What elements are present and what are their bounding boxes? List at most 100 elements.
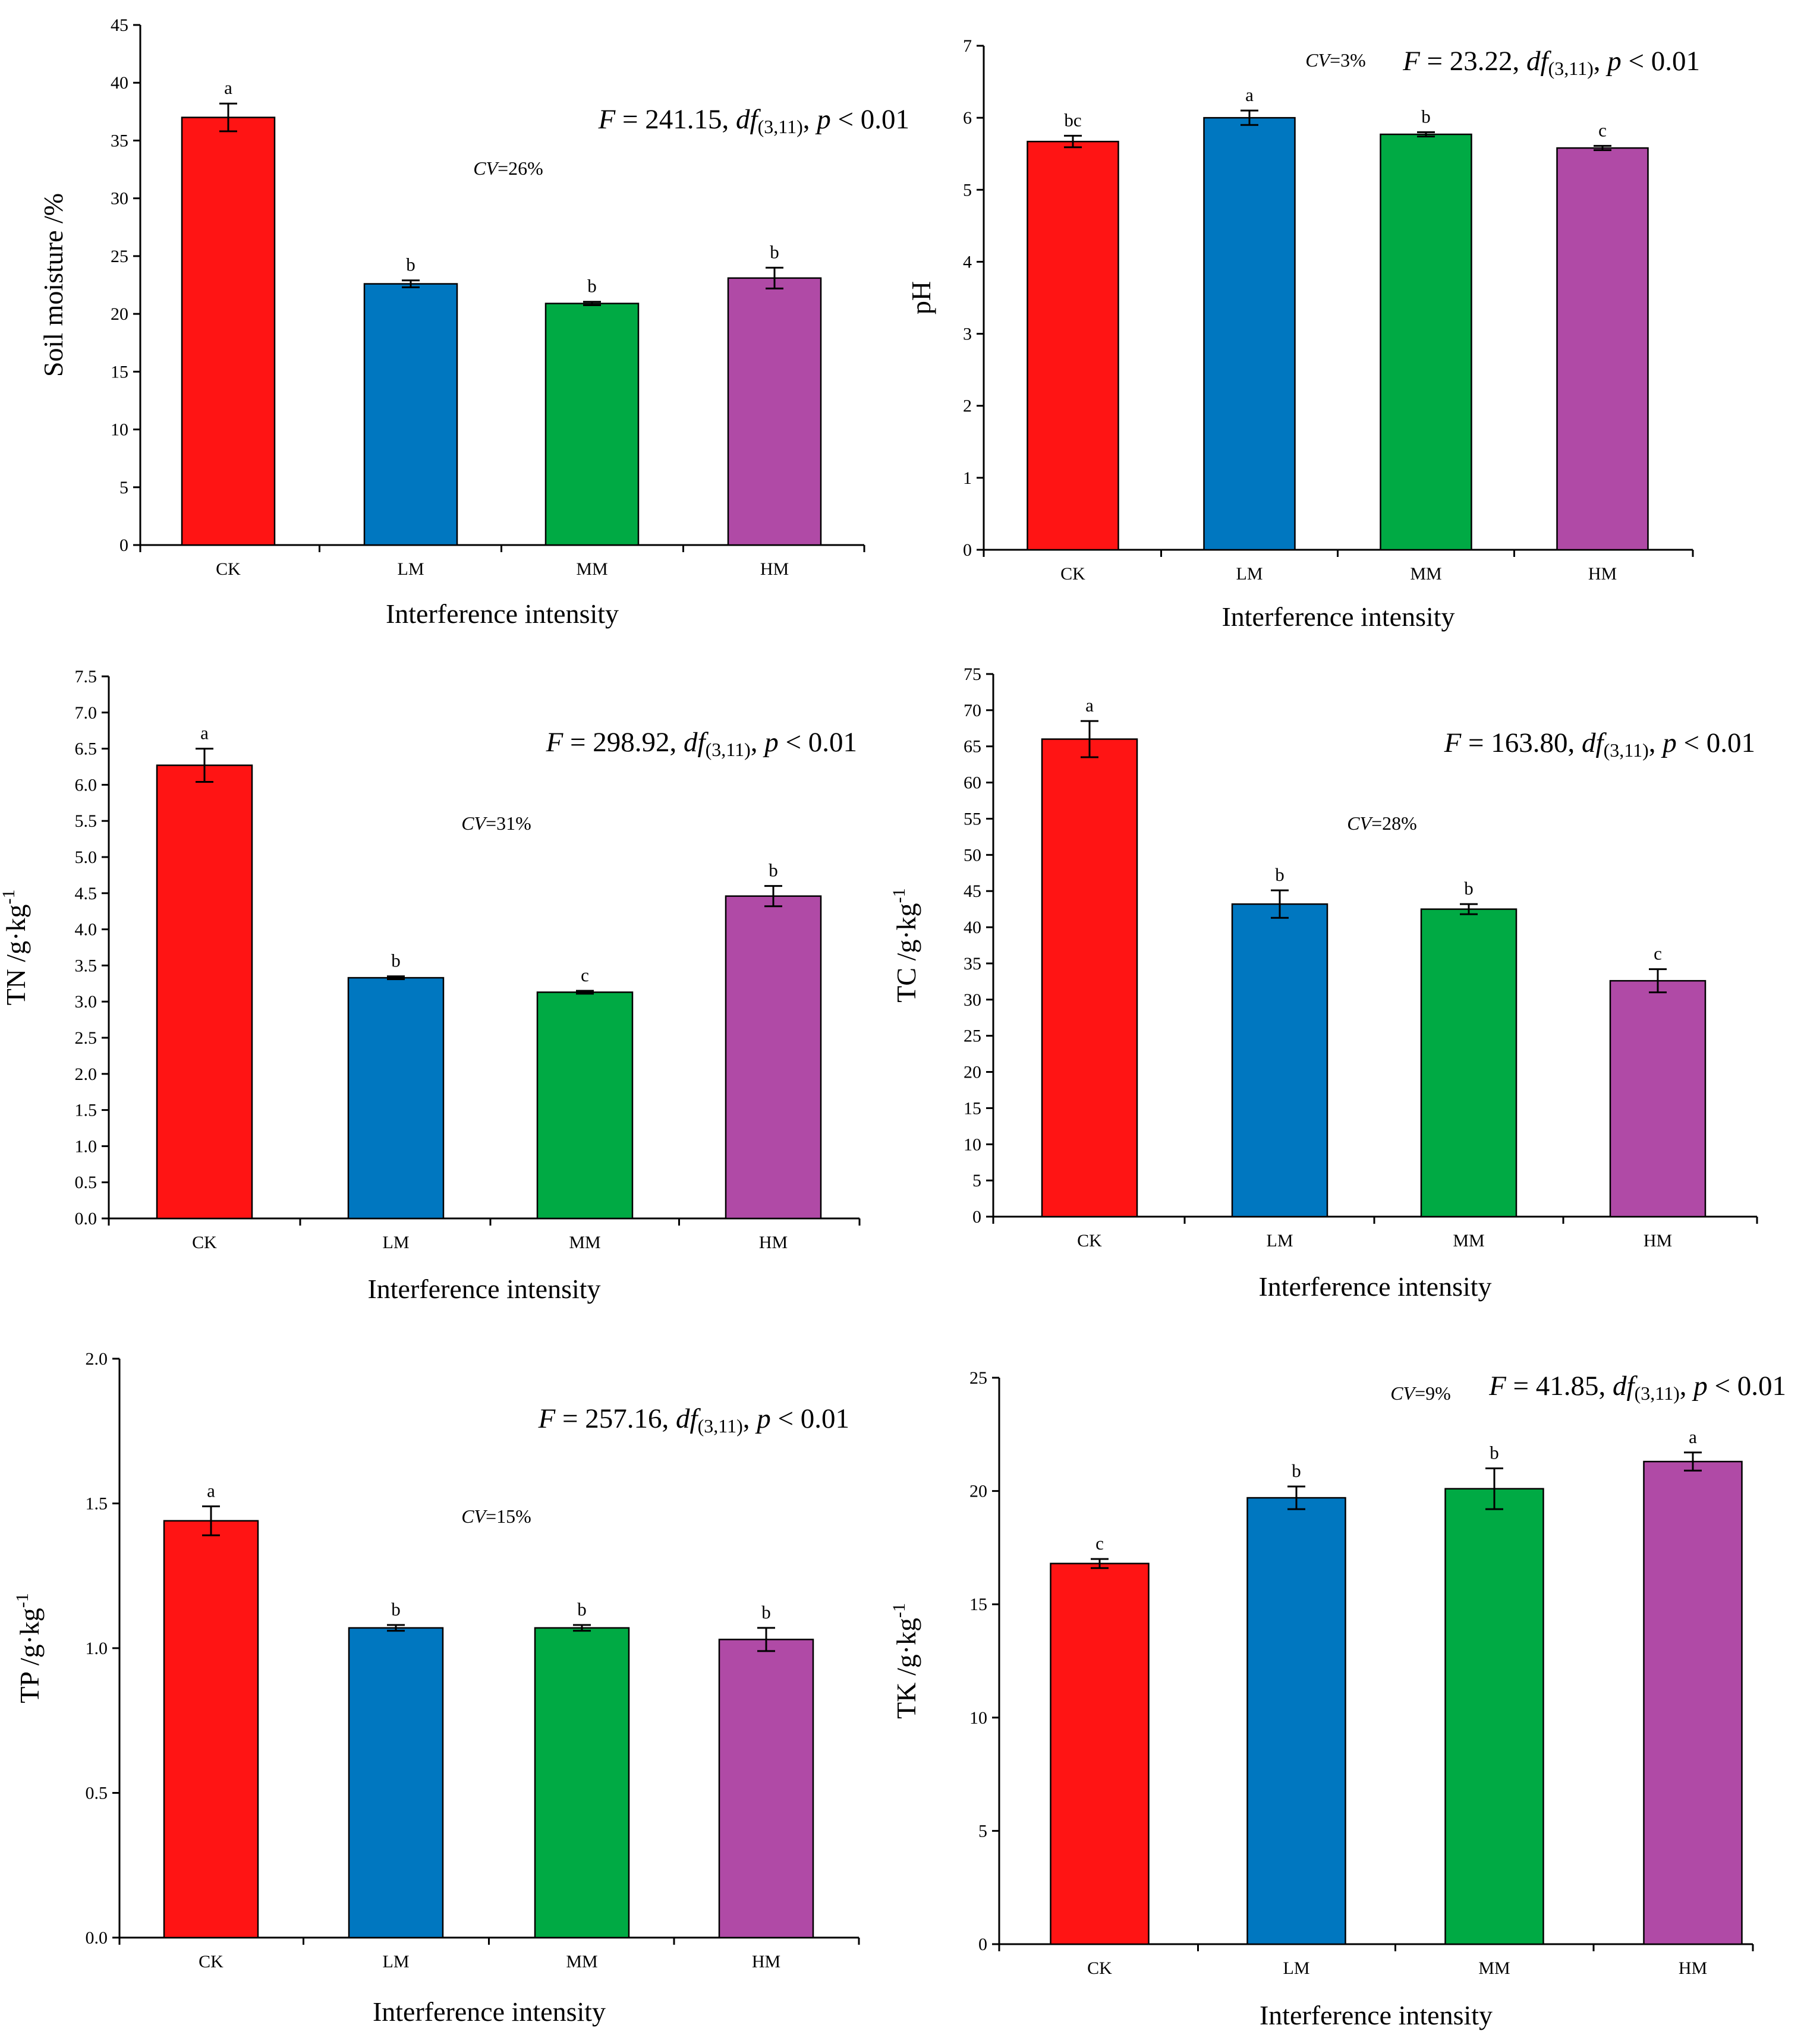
x-tick-label: LM <box>1283 1958 1310 1978</box>
y-tick-label: 45 <box>964 881 981 901</box>
x-tick-label: CK <box>216 559 241 579</box>
significance-letter: c <box>1598 119 1607 140</box>
y-axis-title: TK /g·kg-1 <box>889 1603 921 1719</box>
significance-letter: a <box>1085 695 1094 716</box>
y-tick-label: 5 <box>978 1821 987 1841</box>
x-tick-label: MM <box>1478 1958 1510 1978</box>
y-axis-title: TC /g·kg-1 <box>889 888 921 1002</box>
significance-letter: b <box>1421 106 1431 127</box>
cv-annotation: CV=28% <box>1347 812 1417 834</box>
y-tick-label: 0.0 <box>75 1209 97 1229</box>
y-tick-label: 7.5 <box>75 667 97 686</box>
chart-panel-tk: 0 5 10 15 20 25 CK LM MM HM c b b a TK /g·kg-1 Interfer… <box>889 1368 1786 2030</box>
y-tick-label: 0 <box>972 1207 981 1227</box>
cv-annotation: CV=9% <box>1390 1382 1451 1404</box>
x-tick-label: HM <box>1644 1231 1672 1251</box>
bar-LM <box>1246 1497 1346 1945</box>
bar-CK <box>181 116 276 546</box>
bar-MM <box>534 1627 630 1939</box>
y-tick-label: 2.0 <box>86 1349 108 1369</box>
bar-CK <box>156 764 253 1220</box>
bar-LM <box>1203 116 1296 551</box>
anova-statistic: F = 257.16, df(3,11), p < 0.01 <box>538 1403 849 1437</box>
significance-letter: c <box>1654 943 1662 964</box>
y-tick-label: 3.5 <box>75 956 97 975</box>
x-tick-label: HM <box>1679 1958 1707 1978</box>
anova-statistic: F = 241.15, df(3,11), p < 0.01 <box>598 104 909 137</box>
significance-letter: b <box>391 1599 401 1620</box>
x-tick-label: MM <box>566 1952 597 1971</box>
x-tick-label: LM <box>383 1233 410 1252</box>
y-tick-label: 75 <box>964 664 981 684</box>
y-tick-label: 6.5 <box>75 739 97 759</box>
significance-letter: c <box>581 965 589 985</box>
x-axis-title: Interference intensity <box>1258 1271 1491 1302</box>
chart-panel-tc: 0 5 10 15 20 25 30 35 40 45 50 55 60 65 70 75 CK LM MM HM a b… <box>889 664 1758 1302</box>
bar-MM <box>1420 908 1517 1218</box>
y-tick-label: 15 <box>111 362 128 382</box>
x-axis-title: Interference intensity <box>386 599 619 629</box>
cv-annotation: CV=26% <box>473 158 543 179</box>
x-axis-title: Interference intensity <box>373 1996 606 2027</box>
x-tick-label: LM <box>1236 564 1263 584</box>
bar-HM <box>1609 980 1707 1218</box>
significance-letter: b <box>1292 1460 1301 1481</box>
y-tick-label: 0.5 <box>86 1784 108 1803</box>
y-tick-label: 65 <box>964 737 981 757</box>
y-tick-label: 5 <box>972 1171 981 1191</box>
bar-CK <box>1050 1563 1150 1945</box>
y-tick-label: 20 <box>969 1482 987 1501</box>
bar-LM <box>347 977 445 1220</box>
y-tick-label: 0.0 <box>86 1928 108 1948</box>
bar-HM <box>725 895 822 1220</box>
x-tick-label: LM <box>1267 1231 1293 1251</box>
bar-HM <box>727 277 822 546</box>
y-tick-label: 2.5 <box>75 1028 97 1048</box>
y-tick-label: 6.0 <box>75 775 97 795</box>
x-tick-label: MM <box>1410 564 1441 584</box>
y-axis-title: pH <box>906 281 936 314</box>
y-tick-label: 5 <box>963 180 972 200</box>
bar-MM <box>1380 133 1472 551</box>
x-tick-label: CK <box>192 1233 217 1252</box>
significance-letter: b <box>1490 1442 1499 1463</box>
y-tick-label: 0 <box>978 1935 987 1954</box>
chart-panel-tn: 0.0 0.5 1.0 1.5 2.0 2.5 3.0 3.5 4.0 4.5 5.0 5.5 6.0 6… <box>0 667 861 1304</box>
y-tick-label: 40 <box>111 73 128 93</box>
y-tick-label: 10 <box>969 1708 987 1728</box>
cv-annotation: CV=31% <box>461 812 531 834</box>
y-tick-label: 25 <box>964 1026 981 1046</box>
y-tick-label: 15 <box>969 1595 987 1614</box>
y-axis-title: TP /g·kg-1 <box>12 1593 45 1703</box>
y-tick-label: 25 <box>969 1368 987 1388</box>
y-tick-label: 0 <box>963 540 972 560</box>
anova-statistic: F = 41.85, df(3,11), p < 0.01 <box>1488 1371 1786 1404</box>
y-tick-label: 6 <box>963 108 972 128</box>
y-tick-label: 7 <box>963 36 972 56</box>
bar-MM <box>536 991 634 1220</box>
significance-letter: a <box>224 77 232 98</box>
x-tick-label: CK <box>199 1952 223 1971</box>
y-tick-label: 35 <box>111 131 128 150</box>
x-tick-label: HM <box>759 1233 788 1252</box>
x-tick-label: MM <box>576 559 607 579</box>
y-tick-label: 2.0 <box>75 1064 97 1084</box>
y-tick-label: 1.0 <box>75 1136 97 1156</box>
y-tick-label: 0.5 <box>75 1173 97 1192</box>
bar-LM <box>348 1627 444 1939</box>
x-axis-title: Interference intensity <box>1260 2000 1493 2030</box>
y-tick-label: 1.0 <box>86 1639 108 1658</box>
y-tick-label: 30 <box>111 189 128 209</box>
bar-CK <box>163 1520 259 1939</box>
y-tick-label: 10 <box>964 1135 981 1154</box>
anova-statistic: F = 23.22, df(3,11), p < 0.01 <box>1402 46 1700 79</box>
significance-letter: b <box>587 276 597 297</box>
y-tick-label: 40 <box>964 918 981 937</box>
y-tick-label: 0 <box>119 536 128 555</box>
significance-letter: a <box>1689 1426 1697 1447</box>
chart-panel-soil-moisture: 0 5 10 15 20 25 30 35 40 45 CK LM MM HM a b b b Soil moist… <box>38 15 909 629</box>
x-axis-title: Interference intensity <box>1221 601 1454 632</box>
